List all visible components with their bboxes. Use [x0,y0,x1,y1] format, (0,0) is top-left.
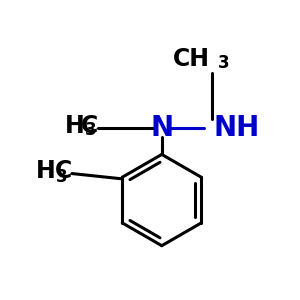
Text: H: H [64,114,84,138]
Text: 3: 3 [56,168,68,186]
Text: 3: 3 [85,121,97,139]
Text: 3: 3 [218,54,229,72]
Text: N: N [150,114,173,142]
Text: H: H [35,159,55,183]
Text: C: C [55,159,72,183]
Text: C: C [81,114,98,138]
Text: CH: CH [173,47,210,71]
Text: NH: NH [213,114,260,142]
